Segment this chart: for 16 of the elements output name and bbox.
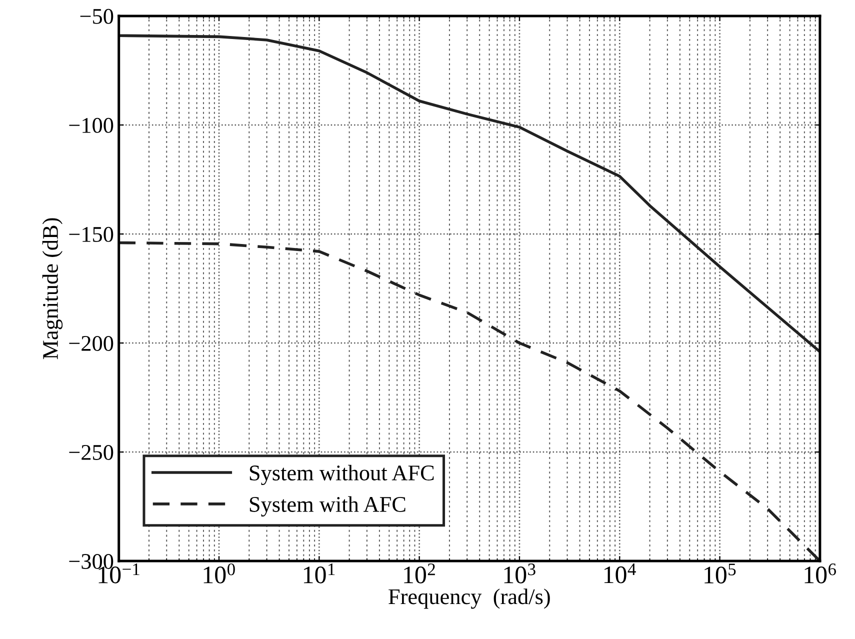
y-axis-title: Magnitude (dB) xyxy=(42,218,63,360)
y-tick-label: −100 xyxy=(69,118,114,133)
legend-label: System with AFC xyxy=(250,496,406,517)
x-tick-label: 10$^{5}$ xyxy=(704,564,736,584)
x-tick-label: 10$^{0}$ xyxy=(204,564,235,584)
legend-label: System without AFC xyxy=(250,464,434,486)
x-axis-title: Frequency (rad/s) xyxy=(388,588,550,609)
x-tick-label: 10$^{3}$ xyxy=(504,564,536,584)
y-tick-label: −200 xyxy=(69,336,114,351)
y-tick-label: −150 xyxy=(69,226,114,242)
y-tick-label: −250 xyxy=(69,444,114,460)
y-tick-label: −50 xyxy=(80,8,114,24)
x-tick-label: 10$^{2}$ xyxy=(404,564,435,584)
x-tick-label: 10$^{4}$ xyxy=(604,564,636,584)
x-tick-label: 10$^{6}$ xyxy=(804,564,836,584)
x-tick-label: 10$^{1}$ xyxy=(304,564,335,584)
